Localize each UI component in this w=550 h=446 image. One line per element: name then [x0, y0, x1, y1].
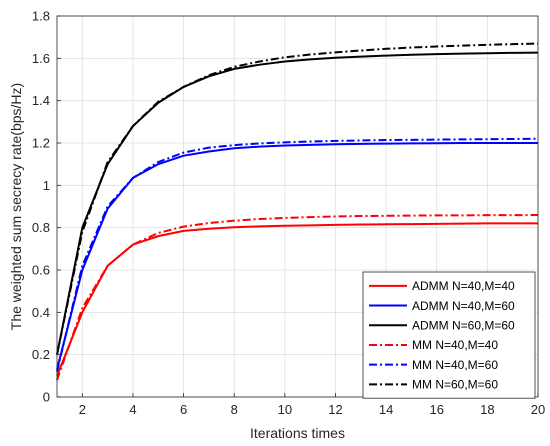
legend-label-2: ADMM N=40,M=60 — [412, 299, 515, 313]
legend-label-3: ADMM N=60,M=60 — [412, 318, 515, 332]
series-line-2 — [56, 142, 538, 370]
x-tick-label: 10 — [278, 402, 292, 417]
x-tick-label: 8 — [231, 402, 238, 417]
axis-ticks: 2 4 6 8 10 12 14 16 18 20 0 0.2 0.4 0.6 0.8 1 1.2 1.4 1.6 1… — [32, 9, 545, 418]
legend-label-1: ADMM N=40,M=40 — [412, 279, 515, 293]
legend-label-5: MM N=40,M=60 — [412, 358, 498, 372]
y-tick-label: 0.4 — [32, 305, 50, 320]
x-tick-label: 6 — [180, 402, 187, 417]
legend-label-6: MM N=60,M=60 — [412, 378, 498, 392]
y-tick-label: 0 — [43, 390, 50, 405]
y-tick-label: 0.2 — [32, 347, 50, 362]
legend: ADMM N=40,M=40 ADMM N=40,M=60 ADMM N=60,M=… — [362, 271, 536, 399]
y-tick-label: 0.6 — [32, 263, 50, 278]
series-line-4 — [56, 213, 539, 381]
x-tick-label: 2 — [79, 402, 86, 417]
y-tick-label: 1 — [43, 178, 50, 193]
y-tick-label: 1.4 — [32, 93, 50, 108]
legend-box — [362, 271, 536, 399]
x-tick-label: 14 — [379, 402, 393, 417]
legend-label-4: MM N=40,M=40 — [412, 338, 498, 352]
y-axis-label: The weighted sum secrecy rate(bps/Hz) — [8, 83, 24, 330]
plot-frame — [56, 15, 539, 398]
x-tick-label: 16 — [430, 402, 444, 417]
y-tick-label: 1.2 — [32, 136, 50, 151]
x-tick-label: 20 — [531, 402, 545, 417]
series-line-6 — [56, 42, 539, 355]
x-tick-label: 18 — [480, 402, 494, 417]
series-line-3 — [56, 51, 539, 355]
y-tick-label: 0.8 — [32, 220, 50, 235]
y-tick-label: 1.8 — [32, 9, 50, 24]
y-tick-label: 1.6 — [32, 51, 50, 66]
x-axis-label: Iterations times — [250, 425, 345, 441]
x-tick-label: 12 — [328, 402, 342, 417]
x-tick-label: 4 — [129, 402, 136, 417]
series-layer — [56, 42, 539, 381]
